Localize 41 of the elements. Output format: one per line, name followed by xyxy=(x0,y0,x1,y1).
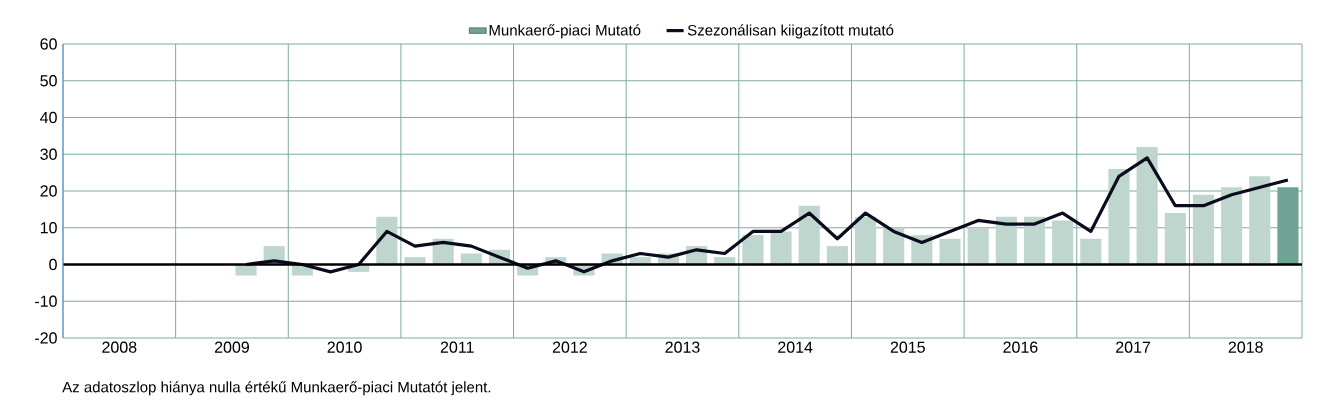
y-tick-label: 10 xyxy=(40,222,57,234)
bar xyxy=(235,264,257,276)
bar xyxy=(460,253,482,265)
x-tick-label: 2018 xyxy=(1228,341,1263,353)
y-tick-label: 40 xyxy=(40,111,57,124)
y-tick-label: 60 xyxy=(40,38,57,50)
bar xyxy=(939,238,961,265)
bar xyxy=(798,205,820,265)
y-tick-label: 50 xyxy=(40,75,57,87)
x-tick-label: 2014 xyxy=(778,341,813,353)
bar xyxy=(1080,238,1102,265)
bar xyxy=(826,246,848,265)
y-tick-label: -20 xyxy=(35,332,57,344)
bar xyxy=(742,235,764,265)
bar xyxy=(967,227,989,265)
x-tick-label: 2015 xyxy=(890,341,925,353)
bar xyxy=(1221,187,1243,265)
bar xyxy=(1164,213,1186,265)
text: Az adatoszlop hiánya nulla értékű Munkaerő-piaci Mutatót jelent. xyxy=(62,381,491,396)
bar xyxy=(1108,168,1130,265)
x-tick-label: 2012 xyxy=(552,341,587,353)
y-tick-label: 0 xyxy=(49,258,57,271)
x-tick-label: 2011 xyxy=(440,341,474,353)
x-tick-label: 2009 xyxy=(214,341,249,353)
x-tick-label: 2013 xyxy=(665,341,700,353)
legend-label: Munkaerő-piaci Mutató xyxy=(489,24,641,39)
x-tick-label: 2017 xyxy=(1116,341,1151,353)
legend-label: Szezonálisan kiigazított mutató xyxy=(687,24,894,39)
x-tick-label: 2016 xyxy=(1003,341,1038,353)
x-tick-label: 2008 xyxy=(102,341,137,353)
bar xyxy=(1136,146,1158,265)
bar xyxy=(854,216,877,265)
bar xyxy=(1277,187,1299,265)
x-tick-label: 2010 xyxy=(327,341,362,353)
bar xyxy=(1052,220,1074,265)
y-tick-label: 20 xyxy=(40,185,57,197)
bar xyxy=(1249,176,1271,265)
bar xyxy=(770,231,792,265)
y-tick-label: -10 xyxy=(35,295,57,307)
bar xyxy=(1192,194,1215,265)
y-tick-label: 30 xyxy=(40,148,57,160)
